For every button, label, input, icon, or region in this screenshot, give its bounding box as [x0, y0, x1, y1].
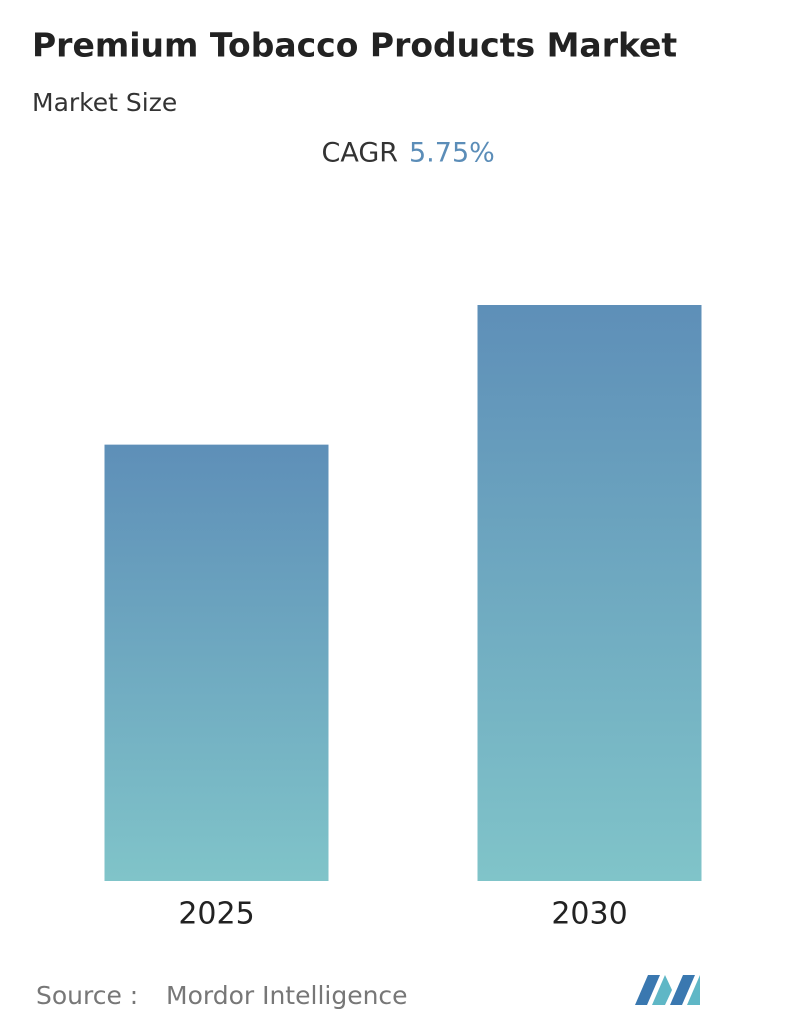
source: Mordor Intelligence: [166, 981, 408, 1010]
cagr-value: 5.75%: [409, 138, 495, 169]
bar: [104, 444, 329, 881]
cagr-label: CAGR: [321, 138, 398, 169]
source-label: Source :: [36, 981, 138, 1010]
logo: [635, 975, 700, 1005]
chart-title: Premium Tobacco Products Market: [32, 26, 677, 65]
x-tick-label: 2030: [551, 897, 627, 932]
bar: [477, 305, 702, 881]
chart-subtitle: Market Size: [32, 88, 177, 117]
x-tick-label: 2025: [178, 897, 254, 932]
